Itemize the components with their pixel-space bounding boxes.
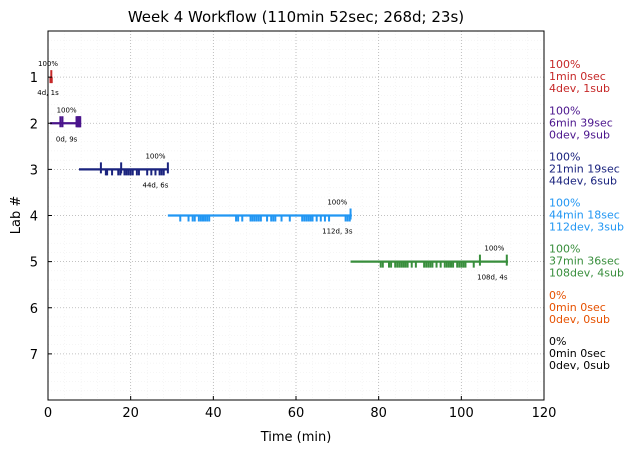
x-tick-label: 100 [449,406,474,421]
y-tick-label: 1 [30,71,38,86]
lab-4-percent-label: 100% [327,199,347,207]
lab-5-summary-line: 108dev, 4sub [549,267,624,280]
x-tick-label: 40 [205,406,222,421]
y-tick-label: 2 [30,117,38,132]
lab-2-counts-label: 0d, 9s [56,135,78,143]
lab-4-counts-label: 112d, 3s [322,228,353,236]
y-axis-label: Lab # [9,196,24,235]
lab-6-summary-line: 0% [549,289,566,302]
lab-1-summary-line: 100% [549,58,580,71]
lab-7-summary-line: 0min 0sec [549,347,606,360]
y-tick-label: 5 [30,256,38,271]
y-tick-label: 4 [30,210,38,225]
lab-1-summary-line: 1min 0sec [549,70,606,83]
lab-3-summary-line: 44dev, 6sub [549,174,617,187]
x-tick-label: 120 [532,406,557,421]
x-tick-label: 80 [370,406,387,421]
lab-5-summary-line: 100% [549,243,580,256]
axes: 0 20 40 60 80 100 120 1 2 3 4 5 6 7 [30,71,557,421]
lab-3-summary-line: 100% [549,150,580,163]
lab-4-summary-line: 100% [549,197,580,210]
lab-6-summary-line: 0min 0sec [549,301,606,314]
lab-2-summary-line: 100% [549,104,580,117]
lab-3-percent-label: 100% [145,152,165,160]
lab-5-summary-line: 37min 36sec [549,255,620,268]
lab-3-counts-label: 44d, 6s [143,181,169,189]
lab-4-summary-line: 112dev, 3sub [549,221,624,234]
y-tick-label: 3 [30,163,38,178]
lab-1-summary-line: 4dev, 1sub [549,82,610,95]
y-tick-label: 6 [30,302,38,317]
lab-3-summary-line: 21min 19sec [549,162,620,175]
y-tick-label: 7 [30,348,38,363]
lab-5-percent-label: 100% [484,245,504,253]
lab-2-summary-line: 0dev, 9sub [549,128,610,141]
lab-6-summary-line: 0dev, 0sub [549,313,610,326]
chart-title: Week 4 Workflow (110min 52sec; 268d; 23s… [128,8,464,26]
x-tick-label: 0 [44,406,52,421]
lab-4-summary-line: 44min 18sec [549,209,620,222]
lab-5-counts-label: 108d, 4s [477,274,508,282]
lab-2-percent-label: 100% [57,106,77,114]
x-axis-label: Time (min) [260,430,332,445]
lab-7-summary-line: 0% [549,335,566,348]
lab-2-summary-line: 6min 39sec [549,116,613,129]
lab-7-summary-line: 0dev, 0sub [549,359,610,372]
x-tick-label: 60 [288,406,305,421]
x-tick-label: 20 [122,406,139,421]
